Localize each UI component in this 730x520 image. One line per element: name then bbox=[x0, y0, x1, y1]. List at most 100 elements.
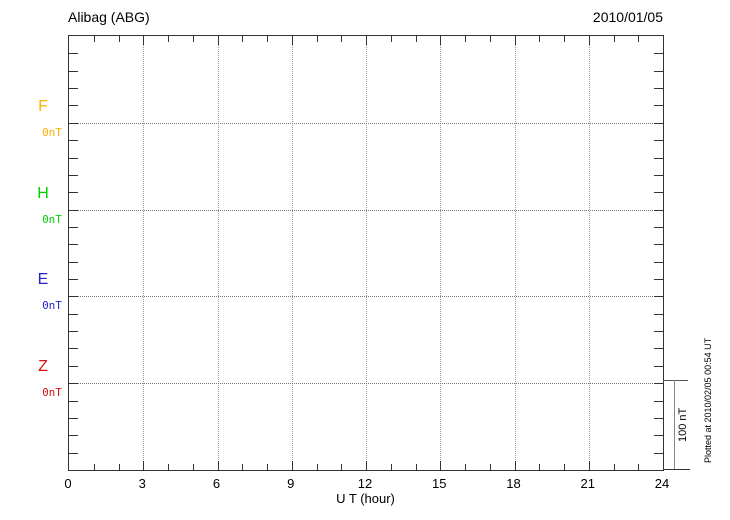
y-tick-mark-right bbox=[654, 417, 663, 419]
y-tick-mark-right bbox=[654, 88, 663, 90]
component-label-e: E bbox=[37, 271, 49, 289]
vertical-gridline bbox=[440, 36, 442, 470]
y-tick-mark-right bbox=[654, 209, 663, 211]
y-tick-mark-left bbox=[69, 417, 78, 419]
y-tick-mark-left bbox=[69, 88, 78, 90]
y-tick-mark-left bbox=[69, 296, 78, 298]
x-tick-mark-bottom bbox=[242, 464, 244, 470]
x-tick-label: 3 bbox=[138, 476, 146, 491]
x-tick-mark-top bbox=[415, 36, 417, 42]
x-tick-label: 9 bbox=[287, 476, 295, 491]
x-tick-mark-bottom bbox=[564, 464, 565, 470]
y-tick-mark-left bbox=[69, 383, 78, 385]
x-tick-label: 21 bbox=[580, 476, 595, 491]
y-tick-mark-right bbox=[654, 435, 663, 437]
x-tick-mark-top bbox=[366, 36, 367, 45]
component-baseline-value-e: 0nT bbox=[42, 299, 62, 313]
x-tick-mark-top bbox=[489, 36, 491, 42]
y-tick-mark-left bbox=[69, 105, 78, 107]
y-tick-mark-right bbox=[654, 452, 663, 454]
x-tick-mark-bottom bbox=[93, 464, 95, 470]
x-tick-label: 12 bbox=[357, 476, 373, 491]
y-tick-mark-left bbox=[69, 400, 78, 402]
y-tick-mark-left bbox=[69, 365, 78, 367]
x-axis-title: U T (hour) bbox=[336, 491, 395, 506]
baseline-gridline bbox=[69, 383, 663, 385]
y-tick-mark-left bbox=[69, 53, 78, 55]
x-tick-mark-bottom bbox=[440, 461, 442, 470]
x-tick-mark-bottom bbox=[291, 461, 293, 470]
y-tick-mark-right bbox=[654, 53, 663, 55]
y-tick-mark-right bbox=[654, 261, 663, 263]
x-tick-mark-bottom bbox=[341, 464, 343, 470]
y-tick-mark-left bbox=[69, 452, 78, 454]
x-tick-mark-top bbox=[192, 36, 194, 42]
x-tick-mark-top bbox=[564, 36, 565, 42]
x-tick-mark-top bbox=[316, 36, 318, 42]
vertical-gridline bbox=[514, 36, 516, 470]
x-tick-mark-bottom bbox=[316, 464, 318, 470]
scale-bar-label: 100 nT bbox=[677, 407, 689, 443]
vertical-gridline bbox=[588, 36, 590, 470]
y-tick-mark-left bbox=[69, 209, 78, 211]
x-tick-mark-bottom bbox=[217, 461, 219, 470]
component-label-h: H bbox=[37, 184, 49, 202]
x-tick-mark-top bbox=[143, 36, 145, 45]
y-tick-mark-left bbox=[69, 279, 78, 281]
x-tick-mark-top bbox=[118, 36, 120, 42]
y-tick-mark-left bbox=[69, 70, 78, 72]
y-tick-mark-left bbox=[69, 157, 78, 159]
x-tick-label: 6 bbox=[212, 476, 221, 491]
x-tick-mark-top bbox=[93, 36, 95, 42]
y-tick-mark-left bbox=[69, 331, 78, 333]
x-tick-mark-top bbox=[168, 36, 169, 42]
y-tick-mark-left bbox=[69, 122, 78, 124]
y-tick-mark-left bbox=[69, 261, 78, 263]
x-tick-mark-bottom bbox=[118, 464, 120, 470]
y-tick-mark-left bbox=[69, 244, 78, 246]
y-tick-mark-right bbox=[654, 296, 663, 298]
bottom-axis-extension bbox=[663, 469, 690, 470]
x-tick-mark-top bbox=[291, 36, 293, 45]
x-tick-label: 24 bbox=[654, 476, 670, 491]
component-baseline-value-z: 0nT bbox=[42, 386, 62, 400]
x-tick-mark-bottom bbox=[465, 464, 466, 470]
y-tick-mark-right bbox=[654, 331, 663, 333]
scale-bar-top-cap bbox=[663, 380, 688, 381]
component-label-z: Z bbox=[38, 358, 48, 376]
x-tick-label: 18 bbox=[506, 476, 521, 491]
y-tick-mark-right bbox=[654, 365, 663, 367]
x-tick-mark-top bbox=[539, 36, 541, 42]
y-tick-mark-right bbox=[654, 70, 663, 72]
vertical-gridline bbox=[366, 36, 367, 470]
vertical-gridline bbox=[217, 36, 219, 470]
y-tick-mark-left bbox=[69, 192, 78, 194]
scale-bar-line bbox=[674, 380, 675, 470]
x-tick-mark-bottom bbox=[613, 464, 615, 470]
component-baseline-value-f: 0nT bbox=[42, 125, 62, 139]
y-tick-mark-right bbox=[654, 122, 663, 124]
y-tick-mark-right bbox=[654, 400, 663, 402]
x-tick-mark-bottom bbox=[514, 461, 516, 470]
y-tick-mark-right bbox=[654, 383, 663, 385]
vertical-gridline bbox=[143, 36, 145, 470]
y-tick-mark-left bbox=[69, 226, 78, 228]
y-tick-mark-right bbox=[654, 226, 663, 228]
x-tick-mark-bottom bbox=[539, 464, 541, 470]
x-tick-mark-top bbox=[588, 36, 590, 45]
component-label-f: F bbox=[38, 97, 48, 115]
y-tick-mark-left bbox=[69, 140, 78, 142]
x-tick-mark-bottom bbox=[168, 464, 169, 470]
y-tick-mark-right bbox=[654, 279, 663, 281]
x-tick-mark-bottom bbox=[192, 464, 194, 470]
y-tick-mark-right bbox=[654, 174, 663, 176]
x-tick-mark-top bbox=[440, 36, 442, 45]
x-tick-mark-bottom bbox=[588, 461, 590, 470]
x-tick-mark-bottom bbox=[143, 461, 145, 470]
x-tick-label: 0 bbox=[64, 476, 72, 491]
y-tick-mark-right bbox=[654, 348, 663, 350]
baseline-gridline bbox=[69, 296, 663, 298]
x-tick-mark-bottom bbox=[638, 464, 640, 470]
y-tick-mark-left bbox=[69, 313, 78, 315]
